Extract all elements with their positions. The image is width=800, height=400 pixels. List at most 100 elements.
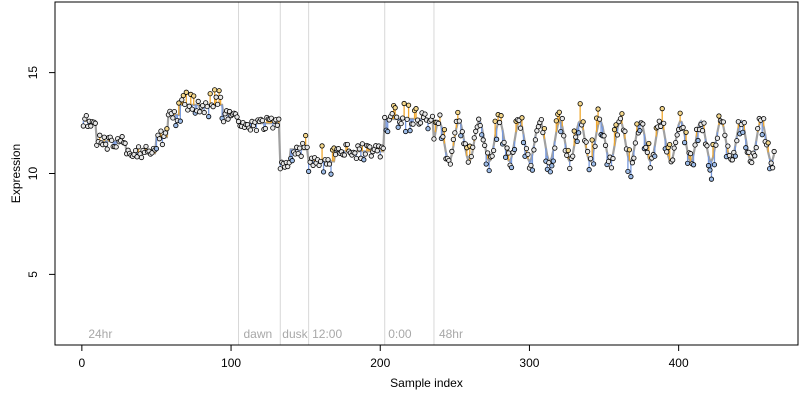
data-point: [122, 140, 128, 146]
data-point: [88, 123, 94, 129]
data-point: [404, 116, 410, 122]
data-point: [752, 153, 758, 159]
data-point: [441, 127, 448, 133]
data-points: [80, 87, 777, 182]
data-point: [528, 162, 534, 169]
data-point: [608, 165, 615, 171]
data-point: [473, 128, 479, 134]
data-point: [768, 160, 774, 166]
data-point: [680, 124, 686, 131]
data-point: [435, 120, 442, 127]
data-point: [195, 98, 201, 104]
data-point: [640, 121, 646, 127]
data-point: [317, 158, 324, 165]
data-point: [328, 171, 334, 177]
data-point: [247, 127, 254, 133]
data-point: [297, 145, 303, 151]
x-tick-label: 400: [669, 356, 689, 370]
data-point: [158, 128, 164, 134]
data-point: [637, 128, 643, 134]
data-point: [610, 155, 616, 162]
data-point: [359, 141, 365, 147]
data-point: [705, 163, 712, 169]
fitted-series: [83, 103, 776, 165]
data-point: [671, 145, 677, 151]
data-point: [455, 109, 461, 116]
y-axis: 5 10 15: [26, 66, 56, 278]
data-point: [492, 118, 498, 124]
data-point: [661, 120, 667, 126]
data-point: [332, 151, 339, 158]
data-point: [611, 127, 618, 133]
data-point: [212, 87, 218, 93]
data-point: [722, 132, 728, 138]
data-point: [561, 133, 567, 139]
data-point: [320, 169, 327, 175]
data-point: [759, 132, 765, 138]
data-point: [220, 119, 227, 125]
region-label: dusk: [282, 327, 308, 341]
region-label: dawn: [243, 327, 272, 341]
data-point: [595, 106, 601, 112]
data-point: [213, 94, 219, 100]
data-point: [725, 143, 731, 149]
data-point: [699, 128, 706, 134]
data-point: [613, 122, 619, 128]
data-point: [201, 109, 207, 116]
data-point: [353, 155, 359, 162]
data-point: [644, 149, 650, 156]
data-point: [235, 118, 242, 125]
data-point: [761, 116, 767, 122]
data-point: [634, 121, 640, 127]
data-point: [532, 137, 539, 143]
data-point: [497, 119, 503, 126]
data-point: [647, 165, 653, 171]
data-point: [218, 94, 224, 100]
data-point: [577, 101, 583, 107]
region-label: 24hr: [88, 327, 112, 341]
data-point: [755, 125, 761, 132]
data-point: [352, 150, 358, 156]
data-point: [753, 145, 759, 151]
data-point: [262, 125, 268, 132]
data-point: [631, 155, 637, 161]
data-point: [692, 142, 698, 148]
y-axis-label: Expression: [9, 144, 23, 203]
data-point: [713, 142, 719, 148]
data-point: [485, 150, 491, 156]
data-point: [491, 147, 497, 154]
data-point: [270, 125, 276, 131]
data-point: [413, 106, 419, 112]
data-point: [652, 153, 658, 159]
data-point: [80, 123, 86, 129]
data-point: [385, 128, 391, 135]
data-point: [765, 140, 771, 146]
data-point: [361, 157, 367, 163]
data-point: [483, 161, 489, 167]
data-point: [504, 145, 510, 151]
data-point: [440, 134, 446, 140]
data-point: [550, 158, 556, 164]
data-point: [380, 145, 386, 151]
data-point: [656, 118, 662, 124]
data-point: [482, 142, 488, 149]
data-point: [197, 109, 203, 115]
data-point: [690, 162, 697, 168]
data-point: [405, 102, 412, 108]
data-point: [749, 159, 755, 166]
data-point: [392, 105, 398, 111]
data-point: [159, 141, 166, 148]
data-point: [559, 115, 565, 122]
data-point: [585, 148, 591, 155]
data-point: [437, 112, 443, 118]
data-point: [403, 128, 409, 135]
data-point: [103, 141, 109, 147]
data-point: [626, 147, 633, 153]
data-point: [459, 129, 465, 135]
x-tick-label: 200: [370, 356, 390, 370]
data-point: [684, 160, 691, 166]
data-point: [677, 110, 683, 116]
data-point: [517, 125, 524, 131]
region-label: 12:00: [312, 327, 342, 341]
